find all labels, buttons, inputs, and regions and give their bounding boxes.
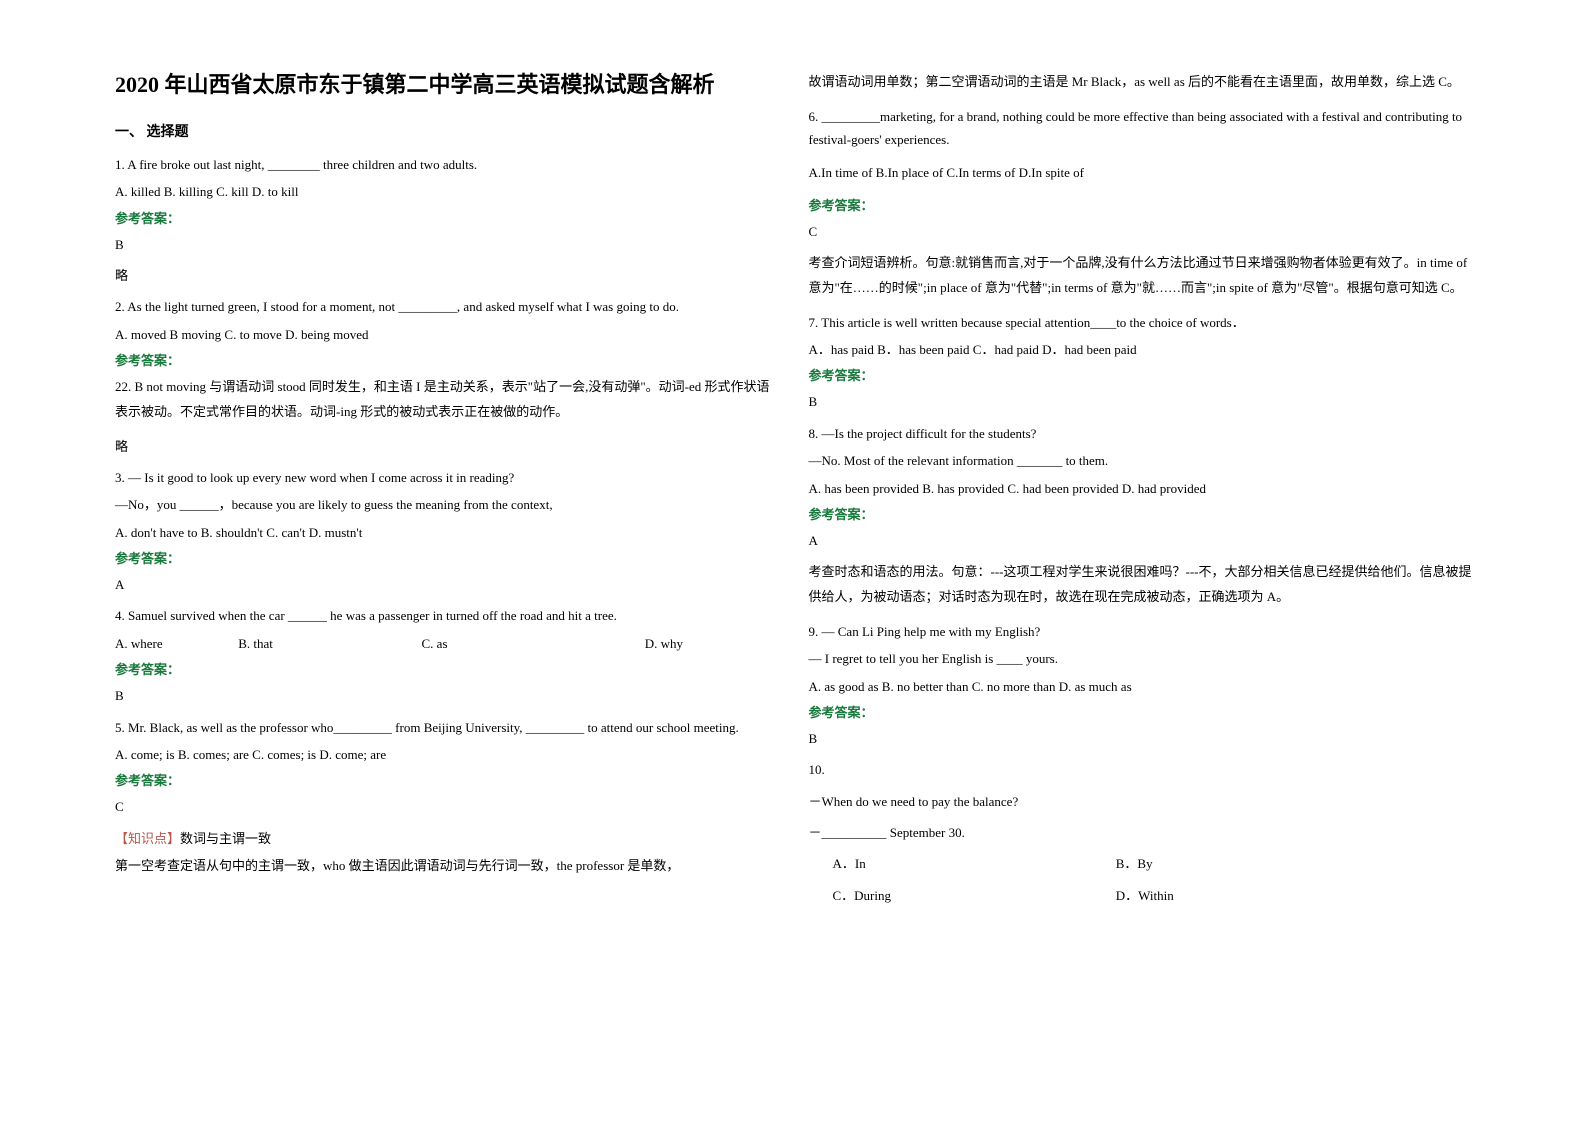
knowledge-label: 【知识点】 [115,831,180,846]
q2-note: 略 [115,435,779,458]
q4-opt-d: D. why [645,632,683,655]
q6-explanation: 考查介词短语辨析。句意:就销售而言,对于一个品牌,没有什么方法比通过节日来增强购… [809,251,1473,300]
q4-opt-a: A. where [115,632,235,655]
q7-answer-label: 参考答案： [809,365,1473,384]
q9-answer: B [809,727,1473,750]
q3-text: 3. — Is it good to look up every new wor… [115,466,779,489]
q4-opt-b: B. that [238,632,418,655]
q8-text: 8. —Is the project difficult for the stu… [809,422,1473,445]
q3-answer: A [115,573,779,596]
q5-answer-label: 参考答案： [115,770,779,789]
col2-top: 故谓语动词用单数；第二空谓语动词的主语是 Mr Black，as well as… [809,70,1473,95]
q10-opt-d: D．Within [1116,884,1174,907]
q10-options-row1: A．In B．By [809,852,1473,875]
q9-answer-label: 参考答案： [809,702,1473,721]
q8-answer: A [809,529,1473,552]
q8-options: A. has been provided B. has provided C. … [809,477,1473,500]
page-title: 2020 年山西省太原市东于镇第二中学高三英语模拟试题含解析 [115,70,779,101]
q1-options: A. killed B. killing C. kill D. to kill [115,180,779,203]
q4-options: A. where B. that C. as D. why [115,632,779,655]
section-header: 一、 选择题 [115,121,779,141]
q10-opt-a: A．In [833,852,1113,875]
q10-text: －When do we need to pay the balance? [809,790,1473,813]
q4-text: 4. Samuel survived when the car ______ h… [115,604,779,627]
q6-answer-label: 参考答案： [809,195,1473,214]
q4-answer-label: 参考答案： [115,659,779,678]
q9-text2: — I regret to tell you her English is __… [809,647,1473,670]
q5-options: A. come; is B. comes; are C. comes; is D… [115,743,779,766]
q10-options-row2: C．During D．Within [809,884,1473,907]
q1-text: 1. A fire broke out last night, ________… [115,153,779,176]
q6-answer: C [809,220,1473,243]
q5-text: 5. Mr. Black, as well as the professor w… [115,716,779,739]
q7-text: 7. This article is well written because … [809,311,1473,334]
q5-knowledge: 【知识点】数词与主谓一致 [115,827,779,850]
q2-options: A. moved B moving C. to move D. being mo… [115,323,779,346]
q2-explanation: 22. B not moving 与谓语动词 stood 同时发生，和主语 I … [115,375,779,424]
q10-opt-b: B．By [1116,852,1153,875]
knowledge-text: 数词与主谓一致 [180,831,271,846]
q1-answer-label: 参考答案： [115,208,779,227]
q3-text2: —No，you ______，because you are likely to… [115,493,779,516]
q10-opt-c: C．During [833,884,1113,907]
q7-options: A．has paid B．has been paid C．had paid D．… [809,338,1473,361]
q4-answer: B [115,684,779,707]
q2-answer-label: 参考答案： [115,350,779,369]
right-column: 故谓语动词用单数；第二空谓语动词的主语是 Mr Black，as well as… [794,70,1488,1092]
q6-text: 6. _________marketing, for a brand, noth… [809,105,1473,152]
q6-options: A.In time of B.In place of C.In terms of… [809,161,1473,184]
q5-answer: C [115,795,779,818]
left-column: 2020 年山西省太原市东于镇第二中学高三英语模拟试题含解析 一、 选择题 1.… [100,70,794,1092]
q8-text2: —No. Most of the relevant information __… [809,449,1473,472]
q7-answer: B [809,390,1473,413]
q10-text2: －__________ September 30. [809,821,1473,844]
q2-text: 2. As the light turned green, I stood fo… [115,295,779,318]
q8-answer-label: 参考答案： [809,504,1473,523]
q1-answer: B [115,233,779,256]
q9-options: A. as good as B. no better than C. no mo… [809,675,1473,698]
q1-note: 略 [115,264,779,287]
q10-num: 10. [809,758,1473,781]
q3-answer-label: 参考答案： [115,548,779,567]
q3-options: A. don't have to B. shouldn't C. can't D… [115,521,779,544]
q4-opt-c: C. as [422,632,642,655]
q9-text: 9. — Can Li Ping help me with my English… [809,620,1473,643]
q5-explanation: 第一空考查定语从句中的主谓一致，who 做主语因此谓语动词与先行词一致，the … [115,854,779,879]
q8-explanation: 考查时态和语态的用法。句意：---这项工程对学生来说很困难吗？---不，大部分相… [809,560,1473,609]
